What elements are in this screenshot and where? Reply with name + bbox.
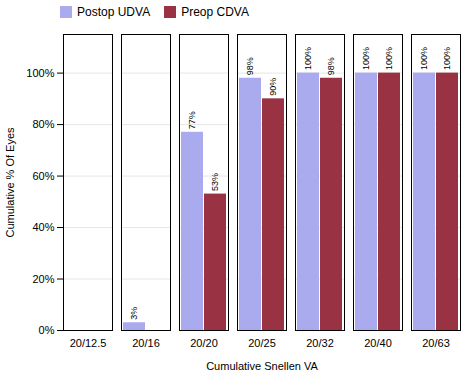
svg-text:90%: 90% [268,78,278,96]
svg-text:100%: 100% [442,47,452,70]
svg-text:3%: 3% [129,307,139,320]
html-text:Preop CDVA: Preop CDVA [181,5,249,19]
html-text:Postop UDVA: Postop UDVA [77,5,151,19]
svg-text:20/20: 20/20 [190,337,218,349]
svg-text:100%: 100% [303,47,313,70]
svg-text:100%: 100% [26,67,54,79]
svg-text:20/40: 20/40 [364,337,392,349]
svg-text:100%: 100% [361,47,371,70]
svg-text:80%: 80% [32,118,54,130]
svg-text:20/25: 20/25 [248,337,276,349]
svg-text:20/16: 20/16 [132,337,160,349]
svg-text:20/63: 20/63 [422,337,450,349]
svg-text:98%: 98% [326,57,336,75]
svg-text:20/32: 20/32 [306,337,334,349]
svg-text:100%: 100% [384,47,394,70]
svg-text:20%: 20% [32,273,54,285]
svg-text:77%: 77% [187,111,197,129]
svg-text:Cumulative Snellen VA: Cumulative Snellen VA [206,360,318,372]
svg-text:100%: 100% [419,47,429,70]
svg-text:40%: 40% [32,221,54,233]
svg-text:98%: 98% [245,57,255,75]
svg-text:20/12.5: 20/12.5 [70,337,107,349]
svg-text:Cumulative % Of Eyes: Cumulative % Of Eyes [4,127,16,238]
svg-text:60%: 60% [32,170,54,182]
svg-text:0%: 0% [39,324,55,336]
svg-text:53%: 53% [210,173,220,191]
